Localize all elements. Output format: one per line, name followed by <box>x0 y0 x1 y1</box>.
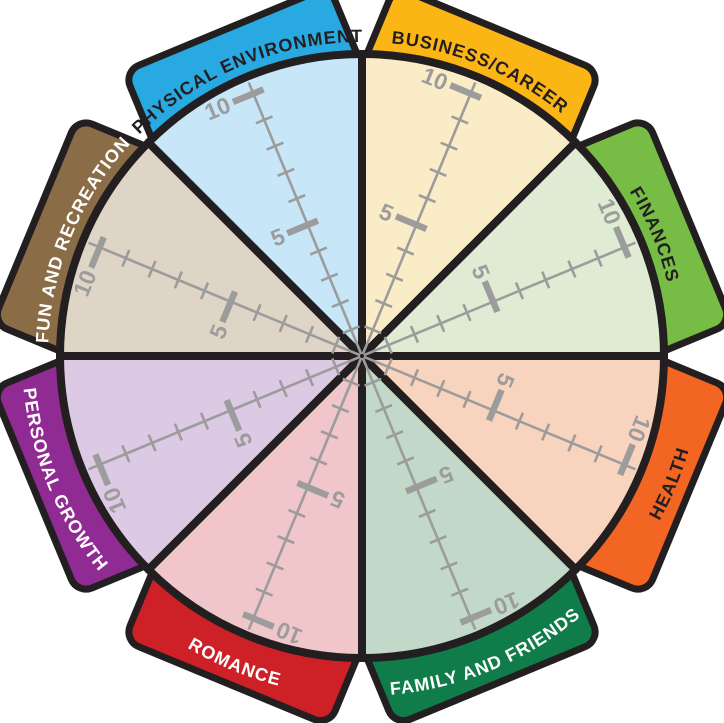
tick-finances-2 <box>409 325 420 344</box>
major-tick-family-and-friends-10 <box>459 606 493 626</box>
tick-personal-growth-6 <box>199 412 210 431</box>
tick-fun-and-recreation-7 <box>173 271 183 289</box>
major-tick-business-career-5 <box>394 213 428 233</box>
tick-health-9 <box>593 445 603 463</box>
tick-fun-and-recreation-2 <box>304 325 315 344</box>
major-tick-fun-and-recreation-10 <box>88 235 107 269</box>
tick-finances-6 <box>514 281 525 300</box>
tick-fun-and-recreation-4 <box>252 303 262 322</box>
axis-line-physical-environment <box>247 82 363 355</box>
tick-personal-growth-2 <box>304 368 315 387</box>
tick-romance-4 <box>309 456 328 466</box>
wedge-family-and-friends[interactable] <box>358 352 580 662</box>
wedge-physical-environment[interactable] <box>144 50 366 360</box>
tick-physical-environment-8 <box>266 141 284 151</box>
wedge-business-career[interactable] <box>358 50 580 360</box>
axis-line-personal-growth <box>88 355 361 471</box>
tick-health-4 <box>462 390 472 409</box>
wedge-fun-and-recreation[interactable] <box>56 138 366 360</box>
tick-fun-and-recreation-9 <box>121 249 131 267</box>
wedge-personal-growth[interactable] <box>56 352 366 574</box>
tick-family-and-friends-1 <box>364 377 382 387</box>
major-tick-finances-5 <box>481 280 501 314</box>
tick-romance-3 <box>320 430 339 440</box>
tick-fun-and-recreation-1 <box>331 336 341 354</box>
axis-line-health <box>363 355 636 471</box>
tick-romance-9 <box>255 587 273 597</box>
major-tick-business-career-10 <box>449 82 483 101</box>
tick-finances-7 <box>541 271 551 289</box>
tick-finances-8 <box>567 260 577 278</box>
tick-finances-9 <box>593 249 603 267</box>
tick-fun-and-recreation-8 <box>147 260 157 278</box>
major-tick-health-5 <box>485 388 505 422</box>
major-tick-personal-growth-5 <box>223 398 243 432</box>
tick-business-career-2 <box>374 298 393 309</box>
tick-family-and-friends-6 <box>418 508 437 519</box>
axis-line-family-and-friends <box>361 357 477 630</box>
tick-business-career-1 <box>364 325 382 335</box>
tick-finances-1 <box>383 336 393 354</box>
tick-personal-growth-7 <box>173 423 183 441</box>
tick-health-6 <box>514 412 525 431</box>
tick-family-and-friends-8 <box>440 561 458 571</box>
tick-finances-3 <box>436 314 446 333</box>
axis-line-fun-and-recreation <box>88 241 361 357</box>
tick-business-career-4 <box>396 246 415 256</box>
major-tick-romance-5 <box>296 479 330 499</box>
tick-family-and-friends-3 <box>385 430 404 440</box>
major-tick-physical-environment-5 <box>286 217 320 237</box>
tick-personal-growth-4 <box>252 390 262 409</box>
tick-family-and-friends-4 <box>396 456 415 466</box>
tick-romance-6 <box>287 508 306 519</box>
tick-romance-8 <box>266 561 284 571</box>
tick-fun-and-recreation-3 <box>278 314 288 333</box>
tick-health-3 <box>436 379 446 398</box>
tick-physical-environment-4 <box>309 246 328 256</box>
tick-health-2 <box>409 368 420 387</box>
tick-health-7 <box>541 423 551 441</box>
major-tick-physical-environment-10 <box>231 86 265 106</box>
axis-line-finances <box>363 241 636 357</box>
tick-romance-2 <box>331 403 350 414</box>
tick-romance-7 <box>277 535 295 545</box>
wedge-romance[interactable] <box>144 352 366 662</box>
tick-physical-environment-9 <box>255 115 273 125</box>
tick-family-and-friends-2 <box>374 403 393 414</box>
axis-line-romance <box>247 357 363 630</box>
major-tick-health-10 <box>617 443 636 477</box>
tick-physical-environment-2 <box>331 298 350 309</box>
major-tick-finances-10 <box>612 225 632 259</box>
tick-physical-environment-7 <box>277 167 295 177</box>
wedges-layer <box>56 50 668 662</box>
tick-physical-environment-3 <box>320 272 339 282</box>
tick-physical-environment-6 <box>287 193 306 204</box>
tick-business-career-7 <box>429 167 447 177</box>
tick-business-career-3 <box>385 272 404 282</box>
tick-personal-growth-3 <box>278 379 288 398</box>
tick-personal-growth-8 <box>147 434 157 452</box>
tick-business-career-8 <box>440 141 458 151</box>
tick-romance-1 <box>342 377 360 387</box>
major-tick-personal-growth-10 <box>92 453 112 487</box>
major-tick-fun-and-recreation-5 <box>219 290 239 324</box>
tick-business-career-6 <box>418 193 437 204</box>
tick-physical-environment-1 <box>342 325 360 335</box>
major-tick-romance-10 <box>241 611 275 630</box>
tick-business-career-9 <box>451 115 469 125</box>
tick-finances-4 <box>462 303 472 322</box>
tick-personal-growth-9 <box>121 445 131 463</box>
axis-line-business-career <box>361 82 477 355</box>
tick-fun-and-recreation-6 <box>199 281 210 300</box>
tick-health-8 <box>567 434 577 452</box>
tick-health-1 <box>383 358 393 376</box>
wedge-finances[interactable] <box>358 138 668 360</box>
tick-family-and-friends-9 <box>451 587 469 597</box>
tick-personal-growth-1 <box>331 358 341 376</box>
wedge-health[interactable] <box>358 352 668 574</box>
tick-family-and-friends-7 <box>429 535 447 545</box>
major-tick-family-and-friends-5 <box>404 475 438 495</box>
